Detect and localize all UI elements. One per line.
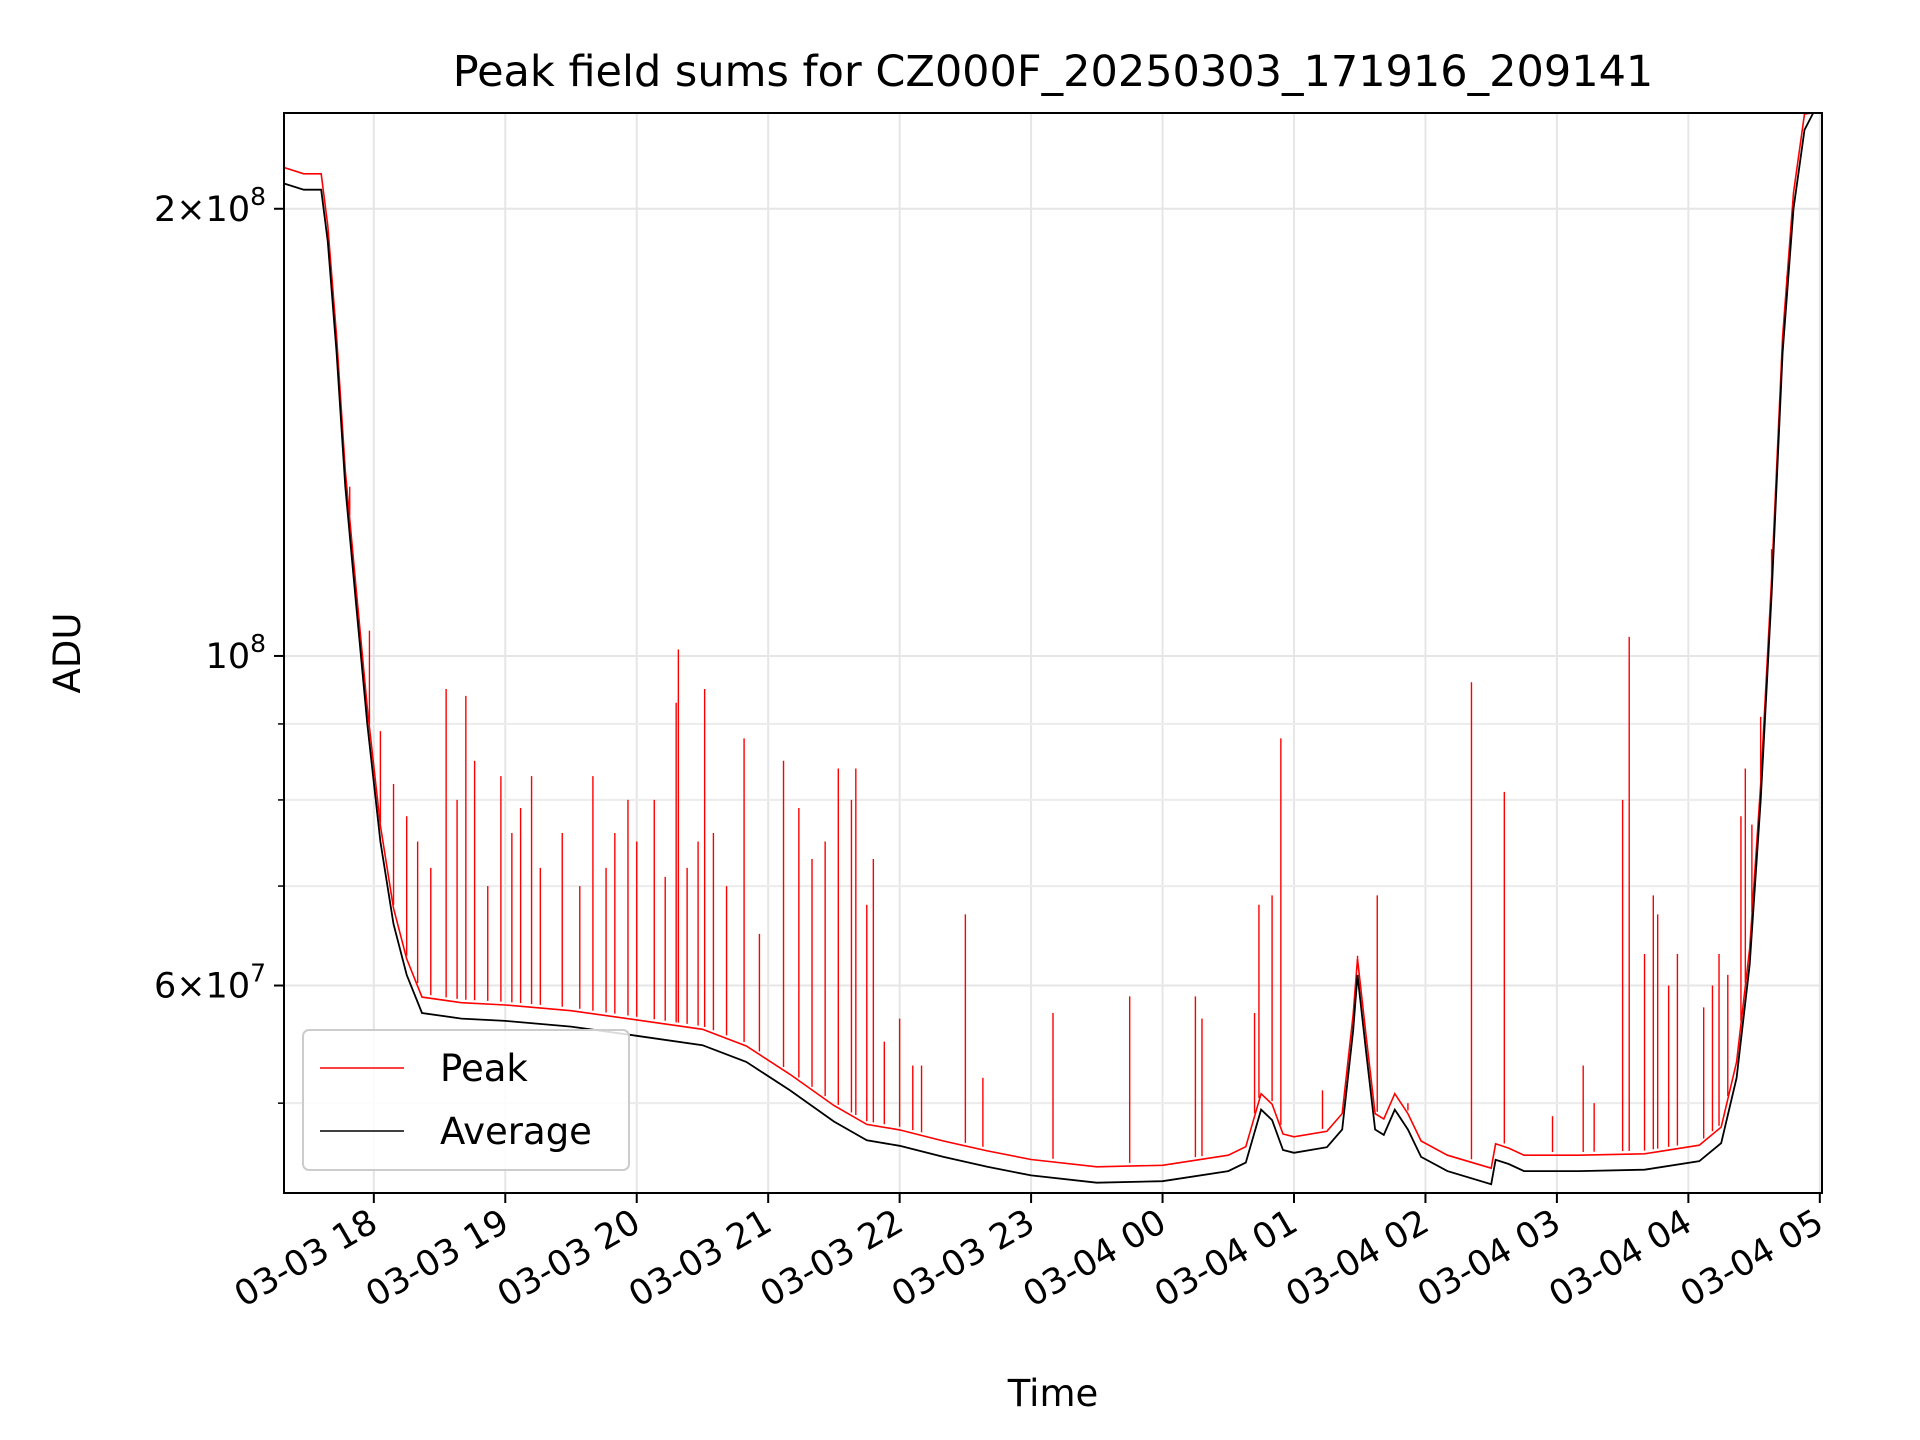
- peak-series-line: [283, 112, 1814, 1170]
- legend-average-label: Average: [440, 1110, 592, 1153]
- plot-frame: [283, 112, 1823, 1194]
- average-series-line: [283, 112, 1815, 1186]
- x-axis-label: Time: [1007, 1372, 1099, 1415]
- legend: Peak Average: [302, 1029, 630, 1171]
- chart-title: Peak field sums for CZ000F_20250303_1719…: [453, 47, 1654, 97]
- y-axis-label: ADU: [46, 613, 89, 694]
- legend-box: [302, 1029, 630, 1171]
- plot-series: [283, 112, 1815, 1186]
- gridlines: [284, 113, 1822, 1193]
- y-tick-label: 2×108: [154, 182, 266, 230]
- y-tick-label: 6×107: [154, 959, 266, 1007]
- legend-peak-label: Peak: [440, 1047, 528, 1090]
